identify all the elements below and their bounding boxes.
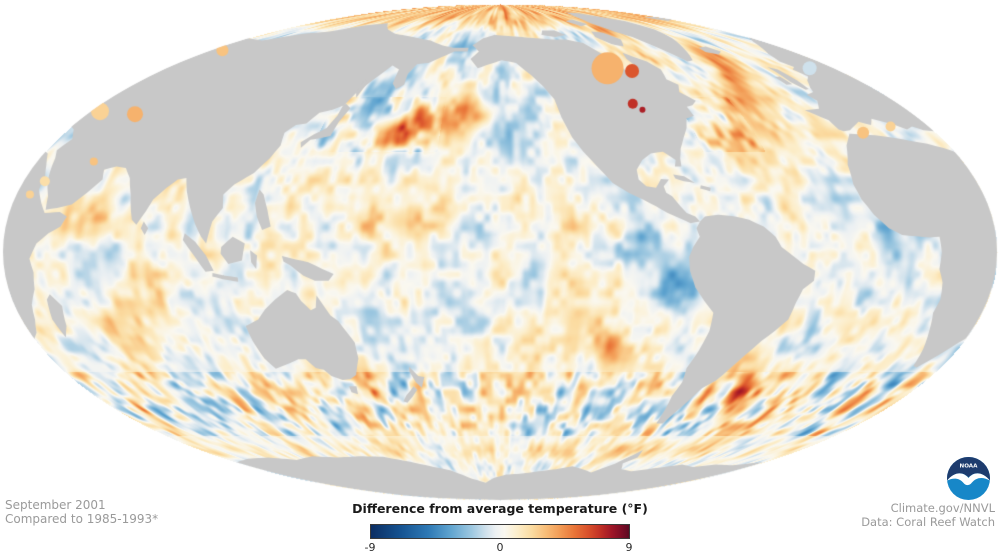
colorbar-tick-min: -9 bbox=[364, 541, 376, 554]
colorbar: Difference from average temperature (°F) bbox=[250, 501, 750, 516]
credit-annotation: Climate.gov/NNVL Data: Coral Reef Watch bbox=[861, 501, 995, 529]
noaa-logo-gull-icon bbox=[947, 473, 990, 486]
noaa-logo-text: NOAA bbox=[960, 463, 979, 469]
colorbar-title: Difference from average temperature (°F) bbox=[352, 501, 648, 516]
colorbar-gradient bbox=[370, 524, 630, 539]
date-annotation: September 2001 Compared to 1985-1993* bbox=[5, 498, 158, 526]
baseline-label: Compared to 1985-1993* bbox=[5, 512, 159, 527]
colorbar-tick-zero: 0 bbox=[496, 541, 504, 554]
date-label: September 2001 bbox=[5, 498, 106, 512]
noaa-logo: NOAA bbox=[947, 457, 990, 500]
noaa-logo-navy-shape bbox=[947, 457, 990, 481]
credit-data-label: Data: Coral Reef Watch bbox=[861, 514, 995, 529]
colorbar-tick-max: 9 bbox=[625, 541, 633, 554]
credit-source-label: Climate.gov/NNVL bbox=[890, 501, 995, 515]
